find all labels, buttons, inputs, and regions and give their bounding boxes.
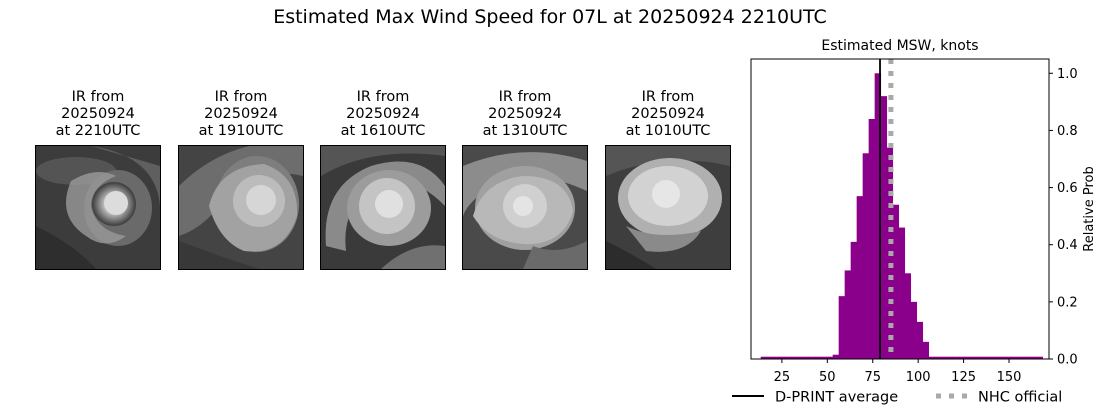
histogram-bar — [802, 356, 810, 359]
x-tick-label: 150 — [997, 370, 1022, 385]
histogram-bar — [910, 301, 918, 359]
y-tick-label: 0.2 — [1057, 295, 1078, 310]
histogram-bar — [850, 241, 858, 359]
caption-date: 20250924 — [61, 106, 135, 122]
histogram-bar — [1000, 356, 1007, 359]
histogram-bar — [862, 153, 870, 359]
x-tick-label: 125 — [951, 370, 976, 385]
caption-date: 20250924 — [204, 106, 278, 122]
histogram-bar — [778, 356, 786, 359]
histogram-bar — [1036, 356, 1043, 359]
ir-panel-caption: IR from 20250924 at 2210UTC — [15, 89, 181, 140]
y-axis-label: Relative Prob — [1082, 166, 1097, 251]
histogram-bar — [832, 354, 840, 359]
figure-title: Estimated Max Wind Speed for 07L at 2025… — [273, 6, 827, 28]
histogram-bar — [814, 356, 822, 359]
histogram-bar — [892, 204, 900, 359]
chart-title: Estimated MSW, knots — [821, 38, 978, 54]
histogram-bar — [922, 341, 930, 359]
histogram-bar — [874, 73, 882, 360]
x-tick-label: 100 — [906, 370, 931, 385]
y-tick-label: 0.6 — [1057, 181, 1078, 196]
histogram-bar — [868, 119, 876, 359]
histogram-bar — [940, 356, 948, 359]
histogram-bar — [1006, 356, 1013, 359]
caption-line: IR from — [71, 89, 125, 105]
legend-label-nhc: NHC official — [978, 390, 1062, 406]
ir-satellite-image — [462, 145, 588, 270]
ir-panel-caption: IR from 20250924 at 1610UTC — [300, 89, 466, 140]
caption-line: IR from — [356, 89, 410, 105]
histogram-bar — [1030, 356, 1037, 359]
histogram-bar — [826, 356, 834, 359]
caption-date: 20250924 — [346, 106, 420, 122]
histogram-bar — [1024, 356, 1031, 359]
ir-satellite-image — [35, 145, 161, 270]
histogram-bar — [1018, 356, 1025, 359]
histogram-bar — [808, 356, 816, 359]
ir-panel-caption: IR from 20250924 at 1010UTC — [585, 89, 751, 140]
y-tick-label: 1.0 — [1057, 67, 1078, 82]
caption-line: IR from — [641, 89, 695, 105]
x-tick-label: 75 — [864, 370, 881, 385]
y-tick-label: 0.8 — [1057, 124, 1078, 139]
histogram-bar — [928, 356, 936, 359]
histogram-bar — [820, 356, 828, 359]
histogram-bar — [994, 356, 1001, 359]
histogram-bar — [958, 356, 965, 359]
histogram-bar — [838, 296, 846, 359]
caption-line: IR from — [214, 89, 268, 105]
ir-satellite-image — [605, 145, 731, 270]
y-axis-ticks: 0.0 0.2 0.4 0.6 0.8 1.0 — [1049, 67, 1078, 368]
plot-frame — [750, 58, 1050, 360]
y-tick-label: 0.4 — [1057, 238, 1078, 253]
caption-time: at 1610UTC — [340, 123, 426, 139]
caption-time: at 1010UTC — [625, 123, 711, 139]
x-tick-label: 25 — [774, 370, 791, 385]
histogram-bar — [772, 356, 780, 359]
histogram-bar — [844, 270, 852, 359]
histogram-bar — [964, 356, 971, 359]
histogram-bar — [898, 227, 906, 359]
caption-time: at 1910UTC — [198, 123, 284, 139]
histogram-bars — [760, 73, 1043, 360]
chart-legend: D-PRINT average NHC official — [732, 390, 1062, 406]
histogram-bar — [796, 356, 804, 359]
histogram-bar — [934, 356, 942, 359]
legend-label-dprint: D-PRINT average — [775, 390, 898, 406]
histogram-bar — [904, 273, 912, 359]
histogram-bar — [790, 356, 798, 359]
histogram-bar — [916, 321, 924, 359]
ir-panel-caption: IR from 20250924 at 1910UTC — [158, 89, 324, 140]
caption-date: 20250924 — [488, 106, 562, 122]
caption-line: IR from — [498, 89, 552, 105]
caption-time: at 1310UTC — [482, 123, 568, 139]
ir-panel-caption: IR from 20250924 at 1310UTC — [442, 89, 608, 140]
x-axis-ticks: 25 50 75 100 125 150 — [774, 359, 1022, 385]
histogram-bar — [784, 356, 792, 359]
histogram-bar — [856, 196, 864, 359]
histogram-bar — [1012, 356, 1019, 359]
histogram-bar — [982, 356, 989, 359]
histogram-bar — [952, 356, 960, 359]
histogram-bar — [970, 356, 977, 359]
histogram-bar — [760, 356, 768, 359]
caption-time: at 2210UTC — [55, 123, 141, 139]
x-tick-label: 50 — [819, 370, 836, 385]
y-tick-label: 0.0 — [1057, 353, 1078, 368]
histogram-bar — [880, 96, 888, 360]
histogram-bar — [766, 356, 774, 359]
caption-date: 20250924 — [631, 106, 705, 122]
histogram-bar — [976, 356, 983, 359]
ir-satellite-image — [320, 145, 446, 270]
histogram-bar — [988, 356, 995, 359]
ir-satellite-image — [178, 145, 304, 270]
histogram-bar — [946, 356, 954, 359]
